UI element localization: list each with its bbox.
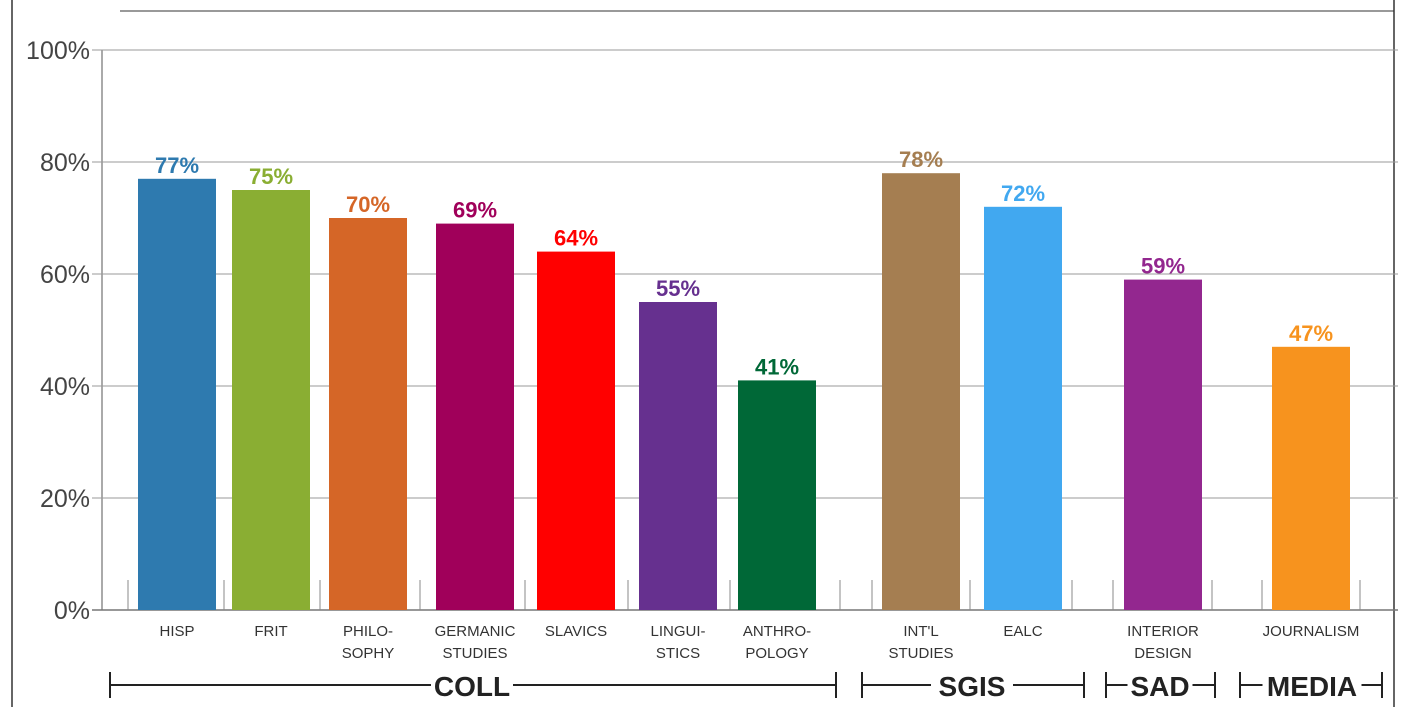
x-tick-label: GERMANIC [435,623,516,640]
data-label: 69% [453,198,497,223]
bar [436,223,514,610]
data-label: 41% [755,354,799,379]
group-label: SGIS [939,671,1006,702]
bar [639,302,717,610]
x-tick-label: INT'L [903,623,938,640]
x-tick-label: SLAVICS [545,623,607,640]
x-tick-label: PHILO- [343,623,393,640]
data-label: 55% [656,276,700,301]
x-tick-label: JOURNALISM [1263,623,1360,640]
y-tick-label: 80% [40,149,90,177]
x-tick-label: LINGUI- [650,623,705,640]
x-tick-label: EALC [1003,623,1042,640]
data-label: 77% [155,153,199,178]
data-label: 78% [899,147,943,172]
x-tick-label: HISP [159,623,194,640]
x-tick-label: STICS [656,645,700,662]
y-tick-label: 20% [40,485,90,513]
bar [882,173,960,610]
y-tick-label: 0% [54,597,90,625]
group-label: COLL [434,671,510,702]
y-tick-label: 40% [40,373,90,401]
bar [1124,279,1202,610]
data-label: 70% [346,192,390,217]
bar [537,251,615,610]
bar [329,218,407,610]
bar [984,206,1062,611]
y-axis: 0% 20% 40% 60% 80% 100% [26,37,90,625]
group-label: SAD [1130,671,1189,702]
y-tick-label: 100% [26,37,90,65]
bars [138,173,1350,611]
bar [738,380,816,610]
chart-frame [11,0,1395,707]
data-label: 64% [554,226,598,251]
x-tick-label: DESIGN [1134,645,1192,662]
data-labels: 77% 75% 70% 69% 64% 55% 41% 78% 72% 59% 47% [155,147,1333,379]
group-brackets: COLL SGIS SAD MEDIA [109,671,1383,702]
x-tick-label: ANTHRO- [743,623,811,640]
bar [138,178,216,611]
bar [232,190,310,610]
x-axis: HISP FRIT PHILO- SOPHY GERMANIC STUDIES SLAVIC… [159,623,1359,662]
data-label: 72% [1001,181,1045,206]
y-tick-label: 60% [40,261,90,289]
x-tick-label: FRIT [254,623,287,640]
data-label: 47% [1289,321,1333,346]
x-tick-label: SOPHY [342,645,395,662]
x-tick-label: INTERIOR [1127,623,1199,640]
x-tick-label: STUDIES [442,645,507,662]
group-label: MEDIA [1267,671,1357,702]
x-tick-label: POLOGY [745,645,808,662]
bar [1272,346,1350,610]
data-label: 75% [249,164,293,189]
data-label: 59% [1141,254,1185,279]
x-tick-label: STUDIES [888,645,953,662]
